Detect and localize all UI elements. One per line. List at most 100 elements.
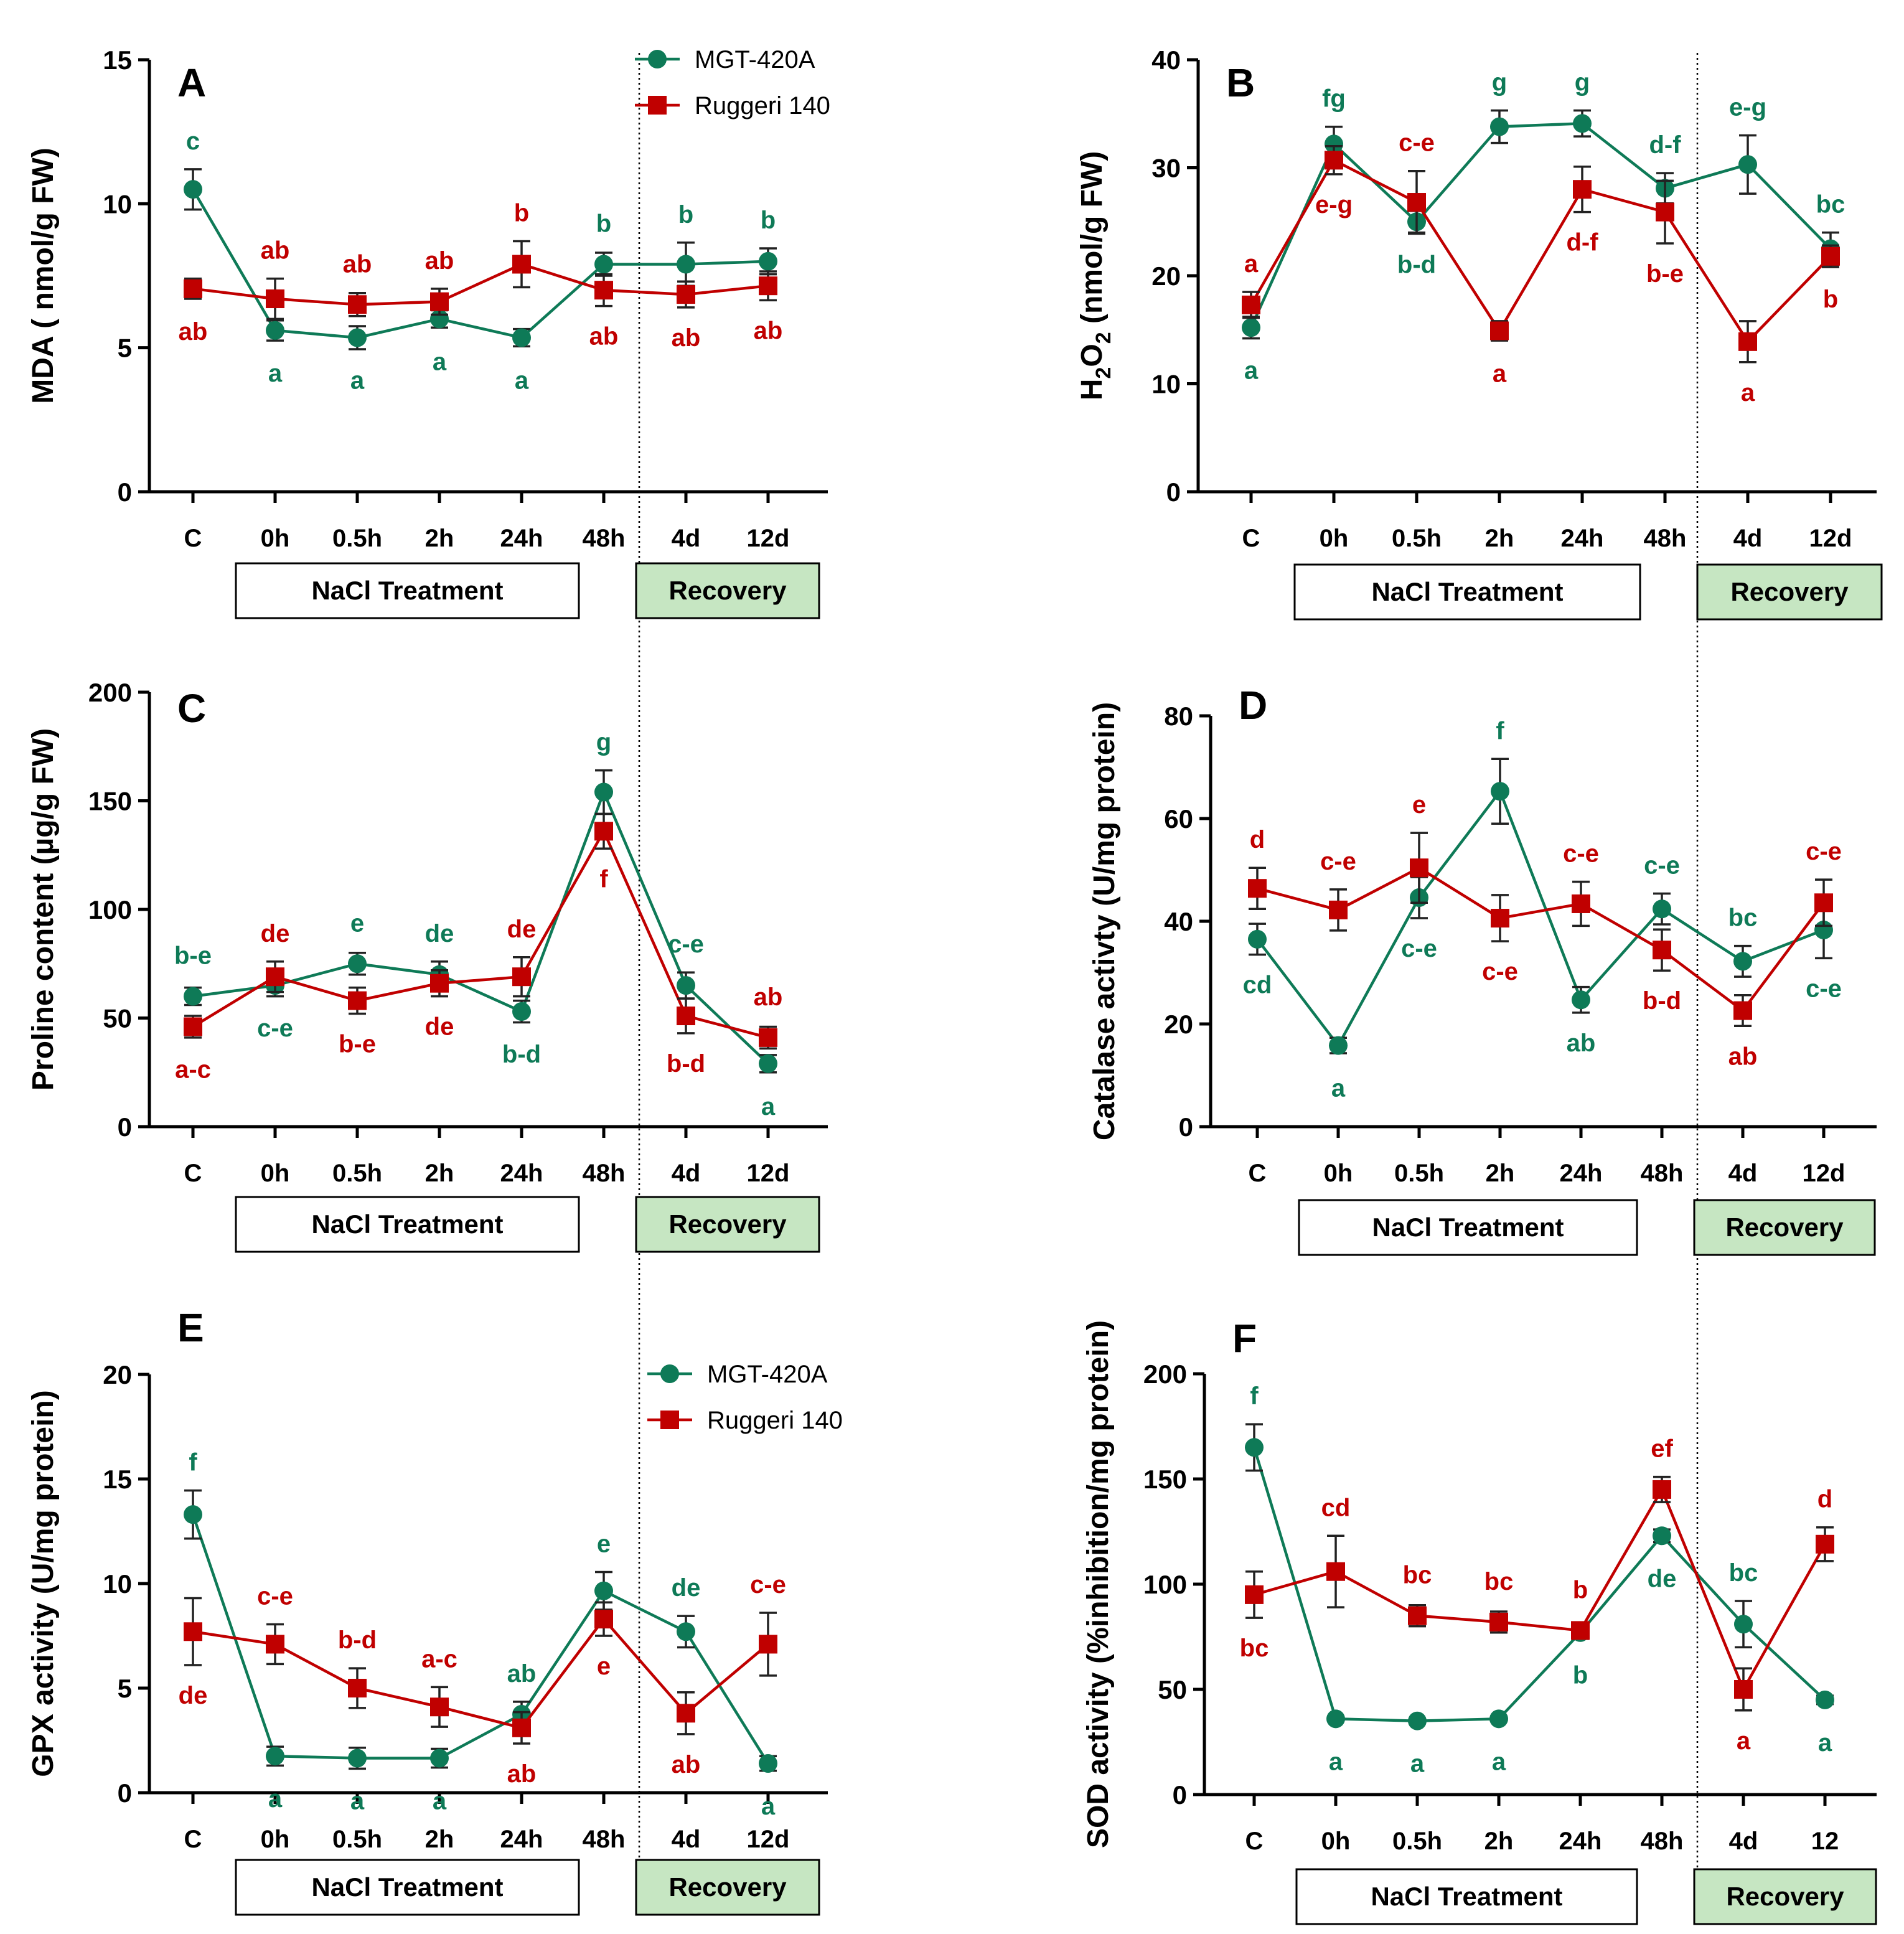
x-tick-label: 48h (1641, 1160, 1684, 1187)
x-tick-label: 2h (1484, 1828, 1514, 1855)
x-tick-label: C (1249, 1160, 1267, 1187)
legend: MGT-420A Ruggeri 140 (647, 1361, 843, 1434)
significance-label: d-f (1566, 229, 1598, 256)
data-point (594, 1581, 613, 1600)
data-point (759, 1635, 777, 1654)
significance-label: b (678, 201, 693, 228)
significance-label: a (1329, 1748, 1343, 1775)
ylabel-part: O (1076, 344, 1109, 367)
y-axis-label: H2O2 (nmol/g FW) (1076, 151, 1115, 400)
y-tick-label: 80 (1164, 702, 1193, 731)
treatment-label: NaCl Treatment (311, 1209, 503, 1239)
x-tick-label: 4d (1733, 525, 1763, 552)
series-mgt-420a: a fg b-d g g d-f e-g bc (1242, 69, 1845, 384)
significance-label: cd (1243, 972, 1272, 999)
data-point (759, 1054, 777, 1073)
series-ruggeri-140: a-c de b-e de de f b-d ab (175, 812, 782, 1083)
x-tick-label: 2h (425, 1826, 454, 1853)
data-point (1490, 321, 1509, 340)
significance-label: de (425, 920, 454, 947)
legend-marker (660, 1411, 679, 1429)
panel-letter: A (177, 60, 206, 105)
y-tick-label: 150 (1143, 1465, 1187, 1494)
y-tick-label: 150 (88, 787, 132, 816)
x-tick-label: 4d (672, 525, 701, 552)
data-point (512, 1002, 531, 1021)
data-point (1653, 1526, 1671, 1546)
data-point (1489, 1709, 1508, 1729)
data-point (759, 276, 777, 296)
significance-label: ab (1728, 1043, 1758, 1070)
significance-label: ef (1651, 1435, 1673, 1463)
data-point (266, 967, 284, 987)
treatment-box (1295, 1868, 1638, 1925)
data-point (759, 1028, 777, 1047)
legend-marker (648, 96, 667, 115)
ylabel-part: 2 (1092, 332, 1115, 344)
x-tick-label: 12d (1809, 525, 1852, 552)
significance-label: a (433, 348, 447, 375)
series-ruggeri-140: de c-e b-d a-c ab e ab c-e (179, 1571, 786, 1788)
y-tick-label: 100 (88, 895, 132, 924)
significance-label: a (515, 367, 529, 394)
data-point (1408, 1711, 1427, 1730)
significance-label: d (1817, 1486, 1832, 1513)
x-tick-label: 24h (500, 1160, 543, 1187)
data-point (1248, 879, 1267, 898)
y-tick-label: 50 (103, 1004, 132, 1033)
significance-label: a-c (175, 1056, 211, 1083)
data-point (430, 292, 449, 311)
treatment-label: NaCl Treatment (1371, 1882, 1562, 1911)
y-tick-label: 0 (1179, 1112, 1193, 1142)
data-point (184, 1017, 202, 1036)
data-point (1656, 202, 1674, 222)
data-point (594, 255, 613, 274)
x-tick-label: C (1242, 525, 1260, 552)
x-tick-label: 2h (1486, 1160, 1515, 1187)
series-ruggeri-140: bc cd bc bc b ef a d (1240, 1435, 1834, 1755)
x-tick-label: 0.5h (1394, 1160, 1444, 1187)
series-line (192, 828, 769, 1040)
data-point (1816, 1690, 1834, 1709)
significance-label: b-e (339, 1031, 376, 1058)
significance-label: b-e (174, 942, 212, 970)
data-point (1248, 929, 1267, 949)
x-tick-label: 4d (1728, 1160, 1758, 1187)
significance-label: a (761, 1093, 776, 1120)
data-point (677, 255, 695, 274)
significance-label: ab (754, 317, 783, 344)
treatment-label: NaCl Treatment (311, 576, 503, 605)
significance-label: de (425, 1013, 454, 1041)
significance-label: bc (1816, 191, 1845, 218)
y-tick-label: 40 (1151, 45, 1181, 75)
significance-label: c (186, 128, 200, 155)
series-line (191, 1514, 769, 1765)
panel-letter: C (177, 686, 206, 731)
data-point (1242, 295, 1260, 314)
significance-label: de (1648, 1565, 1677, 1592)
legend-marker (660, 1364, 679, 1383)
y-tick-label: 5 (118, 334, 132, 363)
significance-label: ab (507, 1660, 537, 1688)
significance-label: c-e (1806, 838, 1842, 865)
series-ruggeri-140: a e-g c-e a d-f b-e a b (1242, 129, 1840, 406)
panel-C: 0 50 100 150 200 C 0h 0.5h 2h 24h 48h 4d 12d Proline … (27, 678, 828, 1253)
data-point (1489, 1612, 1508, 1631)
x-tick-label: 0.5h (332, 1160, 382, 1187)
significance-label: ab (507, 1760, 537, 1788)
data-point (1738, 332, 1757, 351)
significance-label: b-d (502, 1041, 541, 1068)
panel-A: 0 5 10 15 C 0h 0.5h 2h 24h 48h 4d 12d MDA ( nmol/g F… (27, 45, 830, 619)
y-tick-label: 5 (118, 1674, 132, 1703)
data-point (184, 1622, 202, 1641)
significance-label: a-c (421, 1645, 457, 1673)
x-tick-label: 0h (1324, 1160, 1353, 1187)
data-point (1572, 894, 1590, 913)
significance-label: a (1244, 357, 1259, 384)
data-point (512, 1718, 531, 1737)
recovery-box (635, 1196, 820, 1253)
significance-label: g (1492, 69, 1507, 96)
x-tick-label: 12d (747, 1826, 790, 1853)
series-line (192, 189, 769, 339)
